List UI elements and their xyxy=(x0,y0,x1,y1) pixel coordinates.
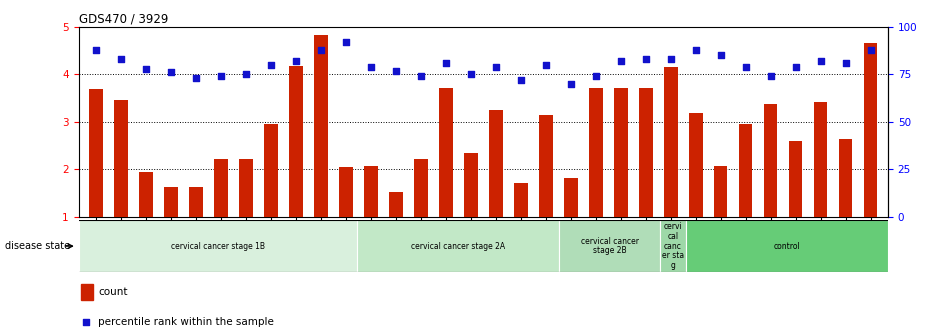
Bar xyxy=(357,220,560,272)
Bar xyxy=(789,141,803,217)
Bar xyxy=(439,88,452,217)
Point xyxy=(588,74,603,79)
Bar xyxy=(139,172,153,217)
Point xyxy=(289,58,303,64)
Point xyxy=(763,74,778,79)
Point xyxy=(314,47,328,52)
Bar xyxy=(639,88,652,217)
Bar xyxy=(589,88,602,217)
Point xyxy=(239,72,253,77)
Point xyxy=(214,74,228,79)
Bar xyxy=(79,220,357,272)
Bar xyxy=(89,89,103,217)
Point xyxy=(863,47,878,52)
Point xyxy=(738,64,753,70)
Point xyxy=(613,58,628,64)
Point xyxy=(713,53,728,58)
Point xyxy=(638,56,653,62)
Bar xyxy=(464,153,477,217)
Bar xyxy=(290,66,302,217)
Bar xyxy=(114,100,128,217)
Point xyxy=(139,66,154,71)
Bar xyxy=(314,35,327,217)
Point xyxy=(688,47,703,52)
Bar xyxy=(764,104,777,217)
Point xyxy=(463,72,478,77)
Point xyxy=(663,56,678,62)
Bar xyxy=(839,139,853,217)
Point xyxy=(89,47,104,52)
Bar xyxy=(265,124,277,217)
Bar xyxy=(81,284,92,300)
Point xyxy=(838,60,853,66)
Point xyxy=(813,58,828,64)
Bar xyxy=(564,178,577,217)
Bar xyxy=(864,43,878,217)
Point xyxy=(364,64,378,70)
Bar xyxy=(664,67,677,217)
Point xyxy=(189,76,204,81)
Bar xyxy=(539,115,552,217)
Point xyxy=(164,70,179,75)
Bar xyxy=(614,88,627,217)
Point xyxy=(339,39,353,45)
Text: cervi
cal
canc
er sta
g: cervi cal canc er sta g xyxy=(662,222,684,270)
Bar xyxy=(389,192,402,217)
Text: percentile rank within the sample: percentile rank within the sample xyxy=(98,317,274,327)
Bar xyxy=(215,159,228,217)
Bar xyxy=(190,187,203,217)
Text: cervical cancer
stage 2B: cervical cancer stage 2B xyxy=(581,237,639,255)
Text: cervical cancer stage 1B: cervical cancer stage 1B xyxy=(171,242,265,251)
Bar xyxy=(164,187,178,217)
Point xyxy=(538,62,553,68)
Bar xyxy=(240,159,253,217)
Text: control: control xyxy=(773,242,800,251)
Point xyxy=(264,62,278,68)
Bar xyxy=(814,102,828,217)
Point xyxy=(413,74,428,79)
Bar xyxy=(660,220,685,272)
Text: GDS470 / 3929: GDS470 / 3929 xyxy=(79,13,168,26)
Bar xyxy=(414,159,427,217)
Bar xyxy=(339,167,352,217)
Point xyxy=(114,56,129,62)
Point xyxy=(513,77,528,83)
Bar xyxy=(364,166,377,217)
Bar xyxy=(689,113,702,217)
Bar xyxy=(739,124,752,217)
Bar xyxy=(560,220,660,272)
Point xyxy=(438,60,453,66)
Point xyxy=(488,64,503,70)
Point xyxy=(388,68,403,73)
Text: count: count xyxy=(98,288,128,297)
Point xyxy=(563,81,578,87)
Text: disease state: disease state xyxy=(5,241,69,251)
Text: cervical cancer stage 2A: cervical cancer stage 2A xyxy=(411,242,505,251)
Bar xyxy=(685,220,888,272)
Bar xyxy=(489,110,502,217)
Bar xyxy=(514,183,527,217)
Point xyxy=(788,64,803,70)
Point xyxy=(78,320,92,325)
Bar xyxy=(714,166,727,217)
